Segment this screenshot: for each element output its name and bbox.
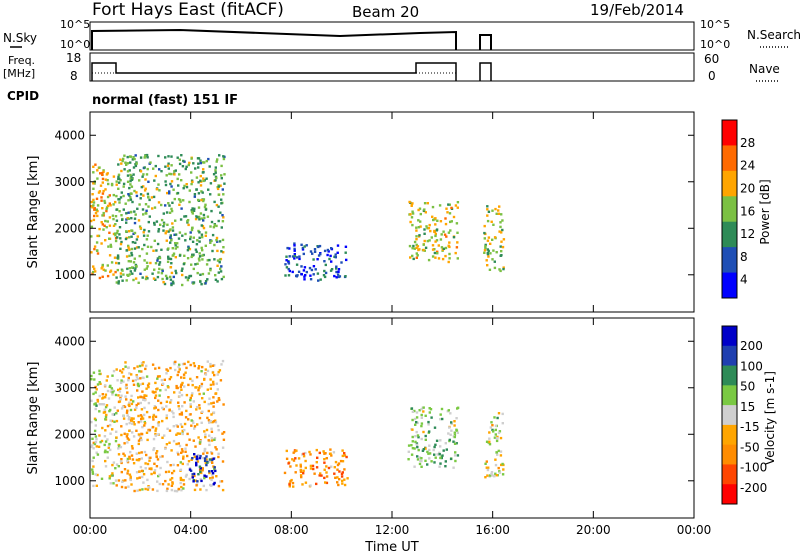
noise-panel-frame [89, 21, 695, 51]
power-colorbar-segment [722, 247, 737, 274]
nsearch-label: N.Search [747, 28, 800, 42]
power-colorbar-frame [721, 119, 738, 299]
velocity-echo-region-1 [115, 359, 226, 493]
date-label: 19/Feb/2014 [590, 1, 684, 19]
time-tick-label: 00:00 [73, 523, 108, 537]
velocity-colorbar-segment [722, 345, 737, 367]
power-ytick-label: 3000 [54, 175, 85, 189]
power-colorbar-segment [722, 145, 737, 172]
time-tick-label: 08:00 [274, 523, 309, 537]
velocity-colorbar-tick-label: -100 [740, 461, 767, 475]
velocity-echo-region-4 [407, 406, 460, 469]
power-colorbar-tick-label: 20 [740, 181, 755, 195]
cpid-value: normal (fast) 151 IF [92, 93, 238, 108]
freq-trace [91, 62, 492, 81]
power-ytick-label: 2000 [54, 221, 85, 235]
velocity-echo-region-0 [90, 369, 118, 488]
station-title: Fort Hays East (fitACF) [92, 0, 284, 20]
freq-panel-frame [89, 52, 695, 82]
velocity-colorbar-tick-label: 200 [740, 339, 763, 353]
power-colorbar-segment [722, 120, 737, 146]
velocity-colorbar-tick-label: 100 [740, 359, 763, 373]
freq-label: Freq. [8, 54, 35, 67]
velocity-ylabel: Slant Range [km] [26, 362, 41, 475]
power-y-ticks: 4000 3000 2000 1000 [54, 128, 694, 282]
velocity-colorbar-label: Velocity [m s-1] [763, 371, 777, 465]
velocity-ytick-label: 2000 [54, 427, 85, 441]
freq-right-tick-high: 60 [704, 52, 719, 66]
velocity-ytick-label: 4000 [54, 334, 85, 348]
velocity-colorbar: 200 100 50 15 -15 -50 -100 -200 [721, 325, 767, 505]
time-tick-label: 16:00 [475, 523, 510, 537]
velocity-colorbar-tick-label: -50 [740, 440, 760, 454]
power-colorbar-tick-label: 8 [740, 250, 748, 264]
velocity-colorbar-segment [722, 464, 737, 485]
noise-right-tick-high: 10^5 [700, 18, 730, 31]
velocity-echo-region-5 [484, 412, 505, 479]
velocity-colorbar-tick-label: 15 [740, 400, 755, 414]
freq-right-tick-low: 0 [708, 69, 716, 83]
velocity-ytick-label: 3000 [54, 381, 85, 395]
noise-left-tick-low: 10^0 [60, 38, 90, 51]
velocity-colorbar-tick-label: 50 [740, 380, 755, 394]
power-echo-region-3 [408, 200, 460, 264]
power-panel-frame [89, 111, 695, 313]
power-colorbar-segment [722, 272, 737, 299]
power-colorbar: 28 24 20 16 12 8 4 [721, 119, 755, 299]
power-ytick-label: 1000 [54, 268, 85, 282]
power-colorbar-tick-label: 16 [740, 204, 755, 218]
power-colorbar-segment [722, 221, 737, 248]
freq-left-tick-low: 8 [70, 69, 78, 83]
power-colorbar-segment [722, 170, 737, 197]
noise-right-tick-low: 10^0 [700, 38, 730, 51]
velocity-echo-region-3 [283, 448, 349, 488]
power-echo-region-1 [115, 153, 226, 287]
power-colorbar-tick-label: 28 [740, 136, 755, 150]
time-axis-label: Time UT [364, 540, 418, 554]
nsky-label: N.Sky [3, 31, 37, 45]
cpid-label: CPID [7, 89, 39, 103]
freq-unit-label: [MHz] [3, 67, 35, 80]
time-tick-label: 00:00 [677, 523, 712, 537]
velocity-colorbar-segment [722, 326, 737, 347]
velocity-echo-region-2 [188, 453, 217, 486]
velocity-y-ticks: 4000 3000 2000 1000 [54, 334, 694, 488]
time-tick-label: 12:00 [375, 523, 410, 537]
noise-left-tick-high: 10^5 [60, 18, 90, 31]
power-colorbar-label: Power [dB] [758, 179, 772, 244]
velocity-colorbar-tick-label: -200 [740, 481, 767, 495]
velocity-colorbar-frame [721, 325, 738, 505]
power-colorbar-tick-label: 12 [740, 227, 755, 241]
velocity-colorbar-tick-label: -15 [740, 420, 760, 434]
velocity-colorbar-segment [722, 365, 737, 386]
noise-trace [91, 28, 492, 50]
velocity-echo-layer [90, 359, 505, 493]
freq-left-tick-high: 18 [66, 51, 81, 65]
velocity-ytick-label: 1000 [54, 474, 85, 488]
velocity-colorbar-segment [722, 424, 737, 446]
power-echo-region-2 [284, 242, 348, 282]
power-ytick-label: 4000 [54, 128, 85, 142]
power-echo-region-0 [90, 163, 118, 280]
power-echo-layer [90, 153, 506, 287]
velocity-colorbar-segment [722, 385, 737, 406]
velocity-colorbar-segment [722, 405, 737, 426]
time-axis-ticks: 00:00 04:00 08:00 12:00 16:00 20:00 00:00 [73, 112, 712, 537]
velocity-colorbar-segment [722, 484, 737, 505]
beam-label: Beam 20 [352, 3, 419, 21]
power-colorbar-tick-label: 24 [740, 159, 755, 173]
power-colorbar-segment [722, 196, 737, 223]
power-ylabel: Slant Range [km] [26, 156, 41, 269]
velocity-colorbar-segment [722, 444, 737, 465]
nave-label: Nave [749, 62, 780, 76]
time-tick-label: 20:00 [576, 523, 611, 537]
power-echo-region-4 [483, 205, 506, 273]
time-tick-label: 04:00 [173, 523, 208, 537]
power-colorbar-tick-label: 4 [740, 273, 748, 287]
